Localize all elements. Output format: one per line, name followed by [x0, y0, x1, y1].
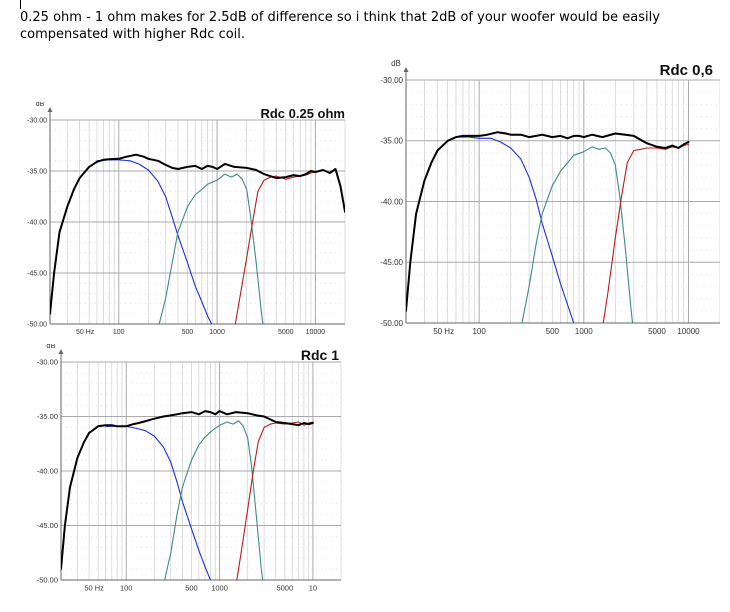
- y-tick-label: -30.00: [37, 358, 58, 367]
- series-line-tweeter: [236, 421, 314, 580]
- y-tick-label: -40.00: [380, 197, 403, 206]
- post-text: 0.25 ohm - 1 ohm makes for 2.5dB of diff…: [20, 10, 660, 42]
- x-tick-label: 100: [472, 327, 486, 336]
- x-tick-label: 5000: [276, 584, 293, 593]
- x-tick-label: 10000: [677, 327, 700, 336]
- chart-title: Rdc 1: [301, 347, 339, 363]
- y-axis-arrow: [403, 67, 409, 72]
- x-tick-label: 50 Hz: [84, 584, 104, 593]
- y-tick-label: -45.00: [37, 521, 58, 530]
- chart-rdc-025: dB -30.00 -35.00 -40.00 -45.00 -50.00 50 Hz 100…: [27, 102, 346, 336]
- text-caret: [20, 0, 21, 9]
- y-axis-label: dB: [36, 102, 45, 108]
- x-tick-label: 10: [309, 584, 317, 593]
- y-axis-label: dB: [46, 344, 55, 350]
- chart-title: Rdc 0.25 ohm: [260, 106, 345, 121]
- y-tick-label: -30.00: [380, 76, 403, 85]
- x-tick-label: 5000: [648, 327, 666, 336]
- x-tick-label: 1000: [575, 327, 593, 336]
- x-tick-label: 100: [120, 584, 133, 593]
- x-tick-label: 5000: [278, 329, 294, 336]
- x-tick-label: 500: [185, 584, 198, 593]
- y-tick-label: -30.00: [27, 117, 47, 124]
- x-tick-label: 1000: [211, 584, 228, 593]
- series-line-sum: [50, 153, 345, 315]
- y-tick-label: -45.00: [380, 258, 403, 267]
- chart-title: Rdc 0,6: [660, 62, 713, 79]
- y-tick-label: -50.00: [37, 576, 58, 585]
- series-line-woofer: [455, 136, 575, 323]
- series-line-sum: [61, 410, 314, 571]
- y-tick-label: -50.00: [27, 321, 47, 328]
- series-line-woofer: [104, 425, 212, 580]
- y-axis-arrow: [58, 349, 64, 354]
- chart-rdc-06: dB -30.00 -35.00 -40.00 -45.00 -50.00 50 Hz 100…: [380, 59, 720, 336]
- series-line-mid: [158, 173, 264, 324]
- y-tick-label: -50.00: [380, 319, 403, 328]
- x-tick-label: 500: [546, 327, 560, 336]
- y-tick-label: -35.00: [27, 168, 47, 175]
- y-tick-label: -35.00: [37, 412, 58, 421]
- x-tick-label: 10000: [306, 329, 326, 336]
- chart-rdc-1: dB -30.00 -35.00 -40.00 -45.00 -50.00 50 Hz 100…: [37, 344, 342, 593]
- y-tick-label: -40.00: [27, 219, 47, 226]
- x-tick-label: 100: [113, 329, 125, 336]
- y-tick-label: -45.00: [27, 270, 47, 277]
- y-axis-label: dB: [391, 59, 401, 68]
- x-tick-label: 50 Hz: [76, 329, 95, 336]
- y-tick-label: -40.00: [37, 467, 58, 476]
- x-tick-label: 50 Hz: [433, 327, 454, 336]
- y-axis-arrow: [47, 107, 53, 112]
- y-tick-label: -35.00: [380, 137, 403, 146]
- series-line-sum: [406, 131, 690, 312]
- series-line-woofer: [96, 159, 213, 324]
- horizontal-grid: [50, 119, 345, 325]
- x-tick-label: 1000: [209, 329, 225, 336]
- x-tick-label: 500: [182, 329, 194, 336]
